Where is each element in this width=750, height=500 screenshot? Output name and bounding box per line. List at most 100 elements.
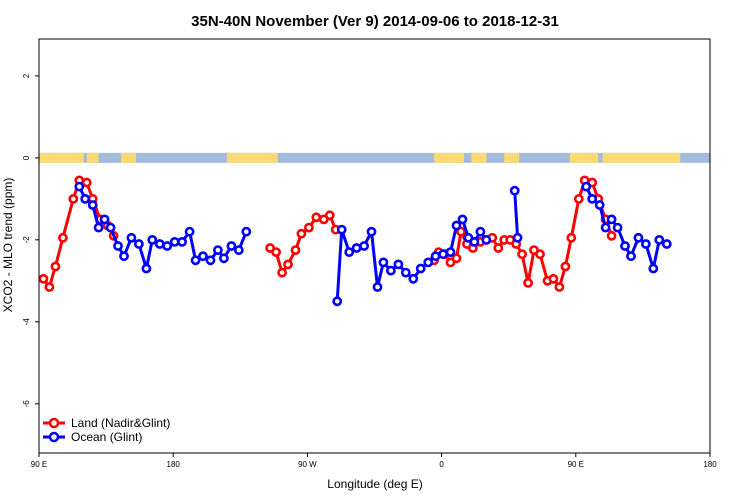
series-1-point-1-6: [372, 282, 383, 292]
x-tick-label-0: 90 E: [31, 460, 47, 469]
series-1-point-1-14: [430, 251, 441, 262]
series-1-point-0-1: [80, 193, 91, 204]
series-1-point-3-7: [626, 251, 636, 262]
series-1-point-1-7: [378, 257, 389, 268]
series-1-point-0-13: [162, 241, 173, 251]
series-0-point-2-5: [456, 226, 466, 237]
series-1-point-3-6: [620, 241, 630, 251]
series-0-point-2-21: [554, 282, 565, 292]
series-1-point-0-23: [233, 245, 244, 255]
y-tick-label-2: -2: [22, 236, 31, 244]
series-1-point-1-1: [336, 224, 347, 235]
series-1-point-0-17: [190, 255, 201, 266]
series-1-point-1-9: [393, 259, 404, 270]
series-1-point-1-11: [408, 273, 419, 284]
land-segment-0: [39, 152, 84, 163]
series-1-point-0-22: [226, 241, 237, 251]
series-0-point-2-18: [535, 249, 545, 260]
legend-ocean-marker: [48, 431, 60, 443]
series-1: [74, 181, 672, 307]
series-1-point-1-13: [423, 257, 434, 268]
series-1-point-3-8: [633, 232, 644, 243]
series-1-point-3-4: [606, 214, 617, 225]
ocean-band: [39, 152, 710, 163]
series-0-point-0-2: [50, 261, 61, 272]
land-segment-4: [434, 152, 464, 163]
series-0-point-2-29: [606, 230, 617, 241]
series-1-point-0-10: [141, 263, 152, 274]
series-1-point-0-5: [105, 222, 116, 233]
legend-ocean-label: Ocean (Glint): [71, 430, 142, 444]
series-1-line-2: [513, 190, 520, 238]
series-1-point-0-24: [241, 226, 252, 237]
series-0-point-0-6: [81, 177, 92, 188]
land-segment-1: [86, 152, 99, 163]
series-1-point-3-5: [612, 222, 623, 233]
x-tick-label-4: 90 E: [568, 460, 584, 469]
land-segment-7: [569, 152, 599, 163]
legend-land-marker: [48, 417, 60, 429]
series-0-point-2-4: [451, 253, 462, 264]
series-1-point-0-3: [93, 222, 104, 233]
y-tick-label-0: 2: [22, 73, 31, 78]
x-axis-label: Longitude (deg E): [327, 477, 422, 491]
x-tick-label-3: 0: [439, 460, 444, 469]
y-axis-label: XCO2 - MLO trend (ppm): [1, 178, 15, 313]
series-1-point-1-16: [445, 247, 456, 257]
series-1-point-3-1: [587, 193, 598, 204]
series-0: [38, 175, 617, 292]
legend: Land (Nadir&Glint) Ocean (Glint): [43, 416, 170, 444]
land-segment-2: [121, 152, 136, 163]
series-layer: [38, 175, 672, 307]
series-0-point-1-1: [271, 247, 281, 257]
series-1-point-3-11: [654, 234, 665, 245]
series-0-point-1-9: [324, 210, 335, 221]
series-0-point-2-24: [573, 193, 584, 204]
series-1-point-0-21: [218, 253, 229, 264]
series-0-point-0-1: [44, 282, 55, 292]
land-ocean-band: [39, 152, 710, 163]
series-1-point-0-19: [205, 255, 216, 266]
series-0-point-1-3: [283, 259, 293, 270]
series-1-point-3-9: [641, 239, 651, 249]
series-1-point-3-12: [661, 239, 672, 249]
series-1-point-1-4: [359, 241, 369, 251]
series-1-point-1-20: [469, 236, 480, 247]
series-1-point-3-10: [648, 263, 659, 274]
series-1-point-1-22: [481, 234, 492, 245]
series-1-point-0-8: [126, 232, 137, 243]
series-0-point-2-22: [560, 261, 571, 272]
chart-title: 35N-40N November (Ver 9) 2014-09-06 to 2…: [191, 13, 559, 30]
series-0-point-2-23: [566, 232, 577, 243]
series-1-point-0-0: [74, 181, 85, 192]
series-1-point-1-12: [415, 263, 426, 274]
land-segment-6: [504, 152, 520, 163]
series-0-point-0-0: [38, 273, 49, 284]
series-1-point-0-20: [212, 245, 223, 255]
series-1-point-2-1: [512, 232, 523, 243]
series-0-point-1-5: [296, 228, 307, 239]
series-1-point-0-15: [177, 236, 187, 247]
y-tick-label-1: 0: [22, 155, 31, 160]
series-1-point-1-0: [332, 296, 343, 307]
y-tick-label-4: -6: [22, 400, 31, 408]
land-segment-3: [226, 152, 278, 163]
series-1-point-0-12: [154, 239, 165, 249]
series-1-point-0-9: [133, 239, 144, 249]
series-1-point-0-16: [184, 226, 195, 237]
x-tick-label-2: 90 W: [298, 460, 317, 469]
series-1-point-0-4: [99, 214, 110, 225]
legend-land-label: Land (Nadir&Glint): [71, 416, 170, 430]
series-0-point-1-6: [303, 222, 314, 233]
series-1-point-1-18: [457, 214, 468, 225]
series-0-point-1-7: [311, 212, 322, 223]
series-0-point-1-4: [290, 245, 301, 255]
series-1-point-1-10: [400, 267, 411, 278]
series-1-point-0-2: [87, 200, 98, 210]
series-0-point-2-16: [523, 277, 533, 288]
series-1-point-0-18: [198, 251, 208, 262]
plot-frame: [38, 38, 711, 454]
series-1-point-1-2: [344, 247, 355, 257]
y-tick-label-3: -4: [22, 318, 31, 326]
